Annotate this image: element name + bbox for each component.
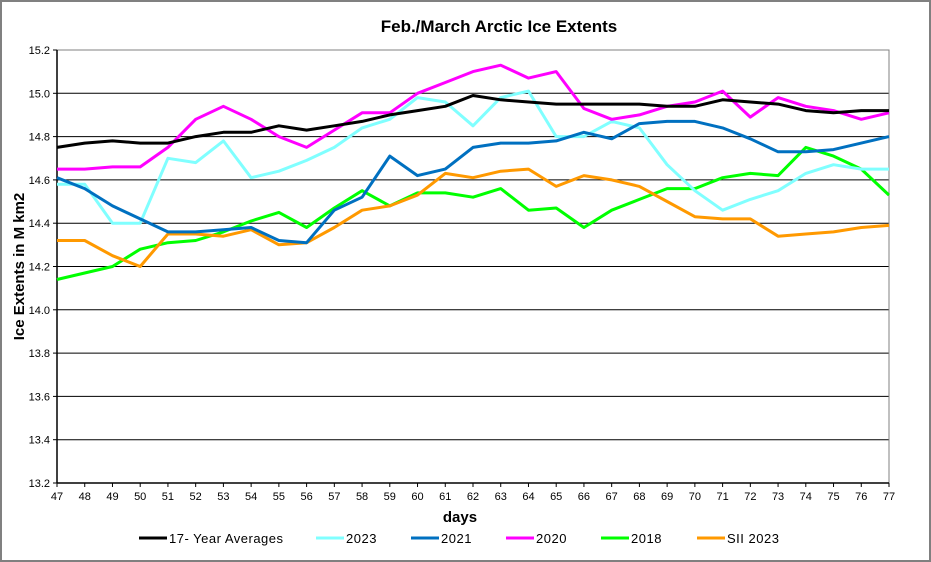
x-tick-label: 51 xyxy=(162,491,174,503)
legend-item-17-year-averages: 17- Year Averages xyxy=(139,531,284,546)
x-tick-label: 75 xyxy=(827,491,839,503)
y-tick-label: 14.6 xyxy=(29,175,50,187)
y-tick-label: 14.2 xyxy=(29,262,50,274)
gridlines xyxy=(57,92,889,441)
x-tick-label: 50 xyxy=(134,491,146,503)
legend-item-2021: 2021 xyxy=(411,531,472,546)
series-line-2020 xyxy=(57,63,890,171)
legend-label: 2023 xyxy=(346,531,377,546)
y-tick-label: 13.6 xyxy=(29,391,50,403)
x-tick-label: 56 xyxy=(300,491,312,503)
series-line-sii-2023 xyxy=(57,167,890,268)
series-line-17-year-averages xyxy=(56,94,889,149)
y-tick-labels: 13.2 13.4 13.6 13.8 14.0 14.2 14.4 14.6 14.8 15.0… xyxy=(29,45,50,490)
y-tick-label: 13.4 xyxy=(29,435,50,447)
x-tick-label: 70 xyxy=(689,491,701,503)
y-tick-label: 15.2 xyxy=(29,45,50,57)
x-tick-label: 58 xyxy=(356,491,368,503)
series-line-2023 xyxy=(57,89,889,225)
x-tick-label: 53 xyxy=(217,491,229,503)
x-tick-label: 57 xyxy=(328,491,340,503)
legend-label: 2018 xyxy=(631,531,662,546)
legend: 17- Year Averages 2023 2021 2020 2018 SII 202… xyxy=(139,531,779,546)
x-tick-label: 69 xyxy=(661,491,673,503)
x-tick-label: 71 xyxy=(716,491,728,503)
x-tick-label: 64 xyxy=(522,491,534,503)
x-tick-label: 47 xyxy=(51,491,63,503)
x-tick-label: 76 xyxy=(855,491,867,503)
x-tick-label: 74 xyxy=(800,491,812,503)
legend-label: SII 2023 xyxy=(727,531,779,546)
legend-item-sii-2023: SII 2023 xyxy=(697,531,779,546)
x-tick-label: 49 xyxy=(106,491,118,503)
legend-label: 17- Year Averages xyxy=(169,531,284,546)
x-tick-label: 59 xyxy=(384,491,396,503)
x-tick-labels: 47 48 49 50 51 52 53 54 55 56 57 58 59 60 61 62 63 64 65 66… xyxy=(51,491,895,503)
y-tick-label: 14.0 xyxy=(29,305,50,317)
y-tick-label: 13.2 xyxy=(29,478,50,490)
y-tick-label: 13.8 xyxy=(29,348,50,360)
x-tick-label: 60 xyxy=(411,491,423,503)
x-tick-label: 67 xyxy=(606,491,618,503)
x-tick-label: 66 xyxy=(578,491,590,503)
x-tick-label: 72 xyxy=(744,491,756,503)
series-lines xyxy=(56,63,891,281)
series-line-2021 xyxy=(56,119,890,245)
x-tick-label: 73 xyxy=(772,491,784,503)
y-tick-label: 14.4 xyxy=(29,218,50,230)
legend-item-2023: 2023 xyxy=(316,531,377,546)
series-line-2018 xyxy=(56,145,891,281)
y-tick-label: 15.0 xyxy=(29,88,50,100)
legend-item-2018: 2018 xyxy=(601,531,662,546)
x-tick-label: 65 xyxy=(550,491,562,503)
x-tick-label: 48 xyxy=(79,491,91,503)
axes xyxy=(53,49,890,487)
legend-label: 2021 xyxy=(441,531,472,546)
x-tick-label: 61 xyxy=(439,491,451,503)
y-axis-label: Ice Extents in M km2 xyxy=(11,193,28,341)
x-tick-label: 63 xyxy=(495,491,507,503)
x-tick-label: 77 xyxy=(883,491,895,503)
x-tick-label: 62 xyxy=(467,491,479,503)
x-tick-label: 54 xyxy=(245,491,257,503)
x-tick-label: 68 xyxy=(633,491,645,503)
y-tick-label: 14.8 xyxy=(29,132,50,144)
chart-title: Feb./March Arctic Ice Extents xyxy=(381,17,618,36)
x-axis-label: days xyxy=(443,509,477,526)
x-tick-label: 52 xyxy=(190,491,202,503)
legend-item-2020: 2020 xyxy=(506,531,567,546)
x-tick-label: 55 xyxy=(273,491,285,503)
legend-label: 2020 xyxy=(536,531,567,546)
